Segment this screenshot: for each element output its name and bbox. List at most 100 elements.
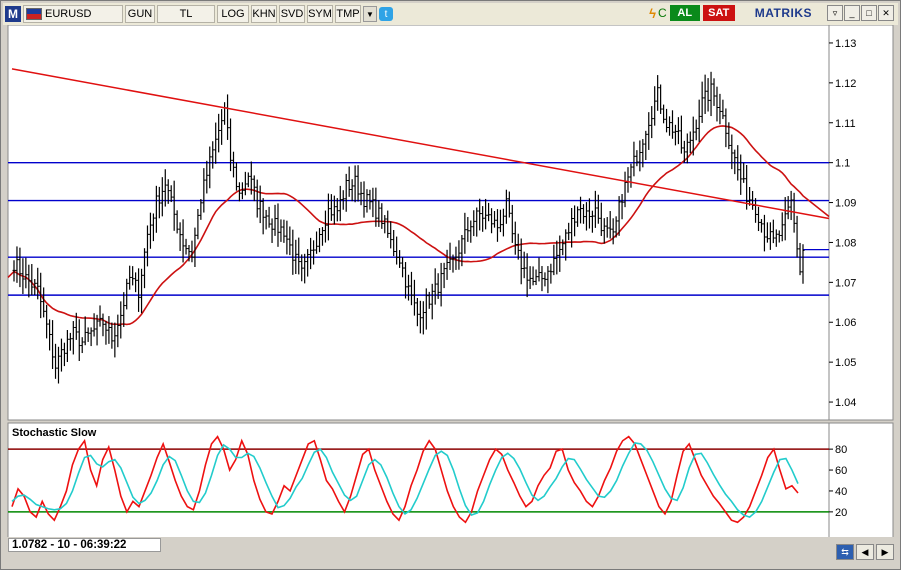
price-bar	[647, 112, 651, 150]
period-button[interactable]: GUN	[125, 5, 155, 23]
tmp-button[interactable]: TMP	[335, 5, 361, 23]
price-bar	[288, 226, 292, 256]
price-bar	[140, 268, 144, 314]
price-bar	[789, 190, 793, 221]
price-bar	[24, 257, 28, 289]
khn-button[interactable]: KHN	[251, 5, 277, 23]
minimize-icon[interactable]: _	[844, 5, 860, 21]
price-bar	[721, 99, 725, 120]
price-bar	[187, 244, 191, 262]
scroll-right-icon[interactable]: ▶	[876, 544, 894, 560]
price-bar	[92, 313, 96, 337]
price-bar	[234, 162, 238, 191]
pin-icon[interactable]: ▿	[827, 5, 843, 21]
price-bar	[356, 165, 360, 202]
stochastic-tick-label: 60	[835, 465, 847, 477]
twitter-icon[interactable]: t	[379, 7, 393, 21]
price-bar	[270, 218, 274, 243]
price-bar	[98, 305, 102, 327]
maximize-icon[interactable]: □	[861, 5, 877, 21]
price-bar	[196, 209, 200, 240]
price-bar	[160, 177, 164, 217]
price-bar	[220, 109, 224, 145]
price-bar	[315, 231, 319, 254]
sell-button[interactable]: SAT	[702, 5, 735, 21]
price-bar	[101, 313, 105, 337]
refresh-icon[interactable]: C	[658, 6, 667, 20]
price-bar	[415, 297, 419, 327]
price-pane[interactable]	[7, 25, 830, 421]
sym-button[interactable]: SYM	[307, 5, 333, 23]
dropdown-arrow-icon[interactable]: ▼	[363, 6, 377, 22]
symbol-box[interactable]: EURUSD	[23, 5, 123, 23]
stochastic-k-line[interactable]	[11, 435, 799, 524]
price-bar	[759, 219, 763, 233]
price-bar	[635, 150, 639, 167]
trend-line[interactable]	[11, 68, 830, 220]
price-bar	[208, 146, 212, 189]
price-bar	[341, 190, 345, 210]
price-bar	[442, 262, 446, 289]
price-bar	[727, 122, 731, 150]
price-bar	[543, 272, 547, 287]
price-bar	[427, 291, 431, 309]
price-bar	[534, 269, 538, 286]
price-bar	[107, 316, 111, 344]
price-bar	[590, 210, 594, 233]
price-bar	[145, 225, 149, 267]
sync-icon[interactable]: ⇆	[836, 544, 854, 560]
currency-button[interactable]: TL	[157, 5, 215, 23]
buy-button[interactable]: AL	[669, 5, 700, 21]
price-bar	[344, 173, 348, 212]
price-bar	[540, 266, 544, 292]
price-bar	[74, 312, 78, 340]
price-bar	[359, 181, 363, 206]
currency-flag-icon	[26, 8, 42, 20]
price-bar	[291, 229, 295, 275]
price-bar	[368, 189, 372, 210]
stochastic-axis	[828, 422, 894, 537]
stochastic-d-line[interactable]	[11, 441, 799, 518]
svd-button[interactable]: SVD	[279, 5, 305, 23]
price-bar	[59, 338, 63, 372]
moving-average-line[interactable]	[7, 125, 830, 326]
price-bar	[570, 207, 574, 248]
stochastic-pane[interactable]	[7, 422, 830, 537]
price-bar	[151, 213, 155, 242]
app-logo-icon[interactable]: M	[5, 6, 21, 22]
price-bar	[576, 206, 580, 227]
price-bar	[567, 222, 571, 241]
price-bar	[460, 234, 464, 267]
price-bar	[519, 238, 523, 285]
log-button[interactable]: LOG	[217, 5, 249, 23]
price-tick-label: 1.1	[835, 158, 850, 170]
price-bar	[768, 222, 772, 250]
price-bar	[611, 218, 615, 245]
scroll-left-icon[interactable]: ◀	[856, 544, 874, 560]
close-icon[interactable]: ✕	[878, 5, 894, 21]
price-bar	[71, 321, 75, 355]
lightning-icon[interactable]: ϟ	[649, 5, 657, 21]
price-bar	[178, 222, 182, 251]
price-bar	[537, 257, 541, 282]
price-bar	[531, 266, 535, 286]
price-bar	[157, 186, 161, 219]
price-bar	[665, 108, 669, 133]
price-bar	[89, 327, 93, 347]
price-bar	[113, 322, 117, 358]
toolbar-right: ϟ C AL SAT MATRIKS ▿ _ □ ✕	[649, 5, 894, 21]
price-bar	[374, 187, 378, 227]
price-bar	[614, 216, 618, 238]
symbol-label: EURUSD	[45, 8, 92, 20]
price-bar	[169, 185, 173, 203]
price-bar	[659, 84, 663, 114]
price-bar	[549, 263, 553, 284]
price-bar	[318, 228, 322, 253]
price-bar	[564, 229, 568, 261]
price-bar	[457, 240, 461, 270]
price-bar	[682, 140, 686, 163]
price-bar	[454, 246, 458, 270]
price-bar	[736, 145, 740, 181]
price-tick-label: 1.08	[835, 237, 856, 249]
price-bar	[217, 113, 221, 153]
